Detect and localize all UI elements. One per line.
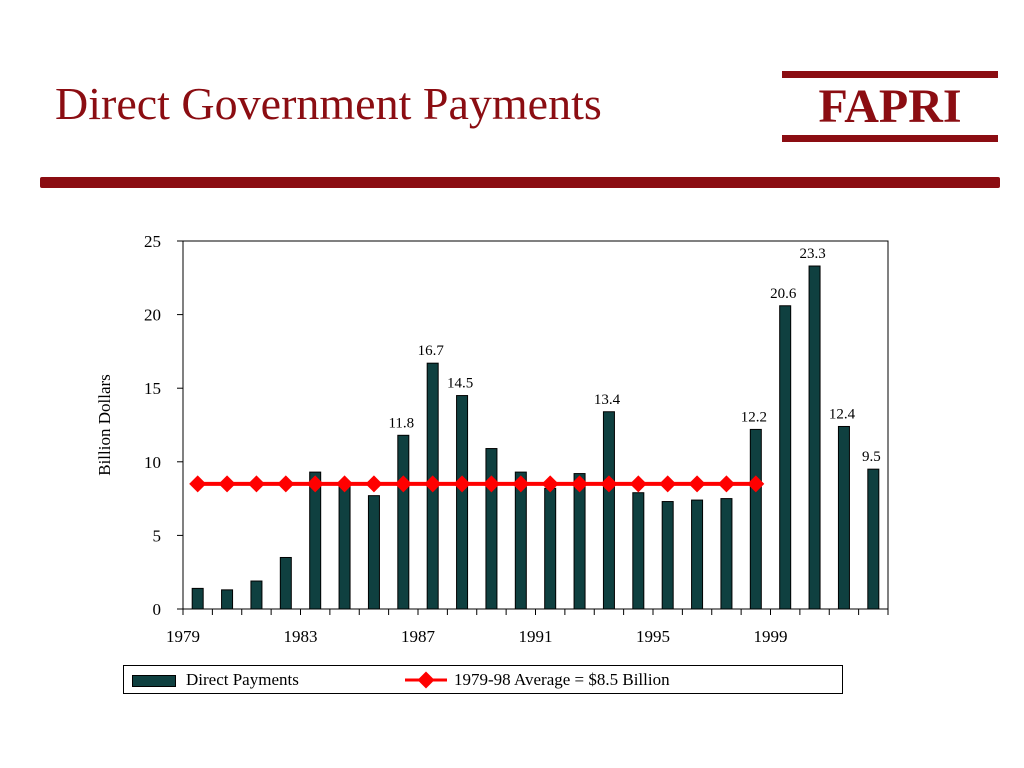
logo-bottom-rule [782,135,998,142]
data-label-1986: 11.8 [388,415,414,431]
chart-axes: 0 5 10 15 20 25 1979 1983 1987 1991 1995 1999 [144,232,889,646]
legend-label-bars: Direct Payments [186,670,299,689]
data-label-1999: 20.6 [770,286,797,302]
average-marker-1981 [247,475,265,493]
average-marker-1985 [365,475,383,493]
average-marker-1990 [512,475,530,493]
average-marker-1983 [306,475,324,493]
y-tick-label: 25 [144,232,161,251]
bar-1992 [573,473,586,610]
average-marker-1996 [688,475,706,493]
x-tick-label: 1991 [519,627,553,646]
bar-1995 [661,501,674,610]
y-tick-label: 20 [144,306,161,325]
data-label-1987: 16.7 [418,343,445,359]
bar-1991 [544,487,557,610]
average-marker-1998 [747,475,765,493]
bar-2000 [808,265,821,610]
x-tick-label: 1983 [284,627,318,646]
average-marker-1991 [541,475,559,493]
chart-bars [191,265,880,610]
average-marker-1988 [453,475,471,493]
data-label-2000: 23.3 [799,246,825,262]
average-marker-1989 [482,475,500,493]
data-label-1993: 13.4 [594,392,621,408]
bar-1999 [779,305,792,610]
bar-1988 [456,395,469,610]
bar-1985 [367,495,380,610]
legend-swatch-line [405,671,447,689]
bar-1989 [485,448,498,610]
bar-1994 [632,492,645,610]
y-tick-label: 10 [144,453,161,472]
y-tick-label: 0 [153,600,162,619]
data-label-2002: 9.5 [862,449,881,465]
fapri-logo: FAPRI [782,71,998,143]
x-tick-label: 1999 [754,627,788,646]
y-tick-label: 5 [153,526,162,545]
bar-1980 [221,589,234,610]
bar-1983 [309,471,322,610]
bar-1997 [720,498,733,610]
data-label-1998: 12.2 [741,409,767,425]
average-marker-1980 [218,475,236,493]
bar-1993 [602,411,615,610]
x-tick-label: 1987 [401,627,436,646]
bar-1986 [397,434,410,610]
bar-2001 [837,425,850,610]
logo-text: FAPRI [818,80,962,133]
logo-top-rule [782,71,998,78]
average-marker-1979 [189,475,207,493]
chart-legend: Direct Payments 1979-98 Average = $8.5 B… [123,665,843,694]
average-marker-1993 [600,475,618,493]
average-marker-1987 [424,475,442,493]
legend-swatch-bars [132,675,176,687]
legend-label-line: 1979-98 Average = $8.5 Billion [454,670,670,689]
average-marker-1982 [277,475,295,493]
average-marker-1994 [629,475,647,493]
data-label-2001: 12.4 [829,406,856,422]
average-marker-1995 [659,475,677,493]
x-tick-label: 1995 [636,627,670,646]
bar-1996 [691,499,704,610]
bar-1981 [250,580,263,610]
average-marker-1986 [394,475,412,493]
average-marker-1984 [336,475,354,493]
y-tick-label: 15 [144,379,161,398]
average-marker-1992 [571,475,589,493]
bar-1982 [279,556,292,610]
data-label-1988: 14.5 [447,376,473,392]
bar-2002 [867,468,880,610]
x-tick-label: 1979 [166,627,200,646]
bar-1990 [514,471,527,610]
slide-title: Direct Government Payments [55,78,602,129]
y-axis-label: Billion Dollars [95,374,114,476]
chart-average-line [189,475,765,493]
bar-1979 [191,587,204,610]
chart-data-labels: 11.8 16.7 14.5 13.4 12.2 20.6 23.3 12.4 9.5 [388,246,880,465]
title-divider [40,177,1000,188]
bar-1998 [749,428,762,610]
average-marker-1997 [717,475,735,493]
bar-1984 [338,484,351,610]
